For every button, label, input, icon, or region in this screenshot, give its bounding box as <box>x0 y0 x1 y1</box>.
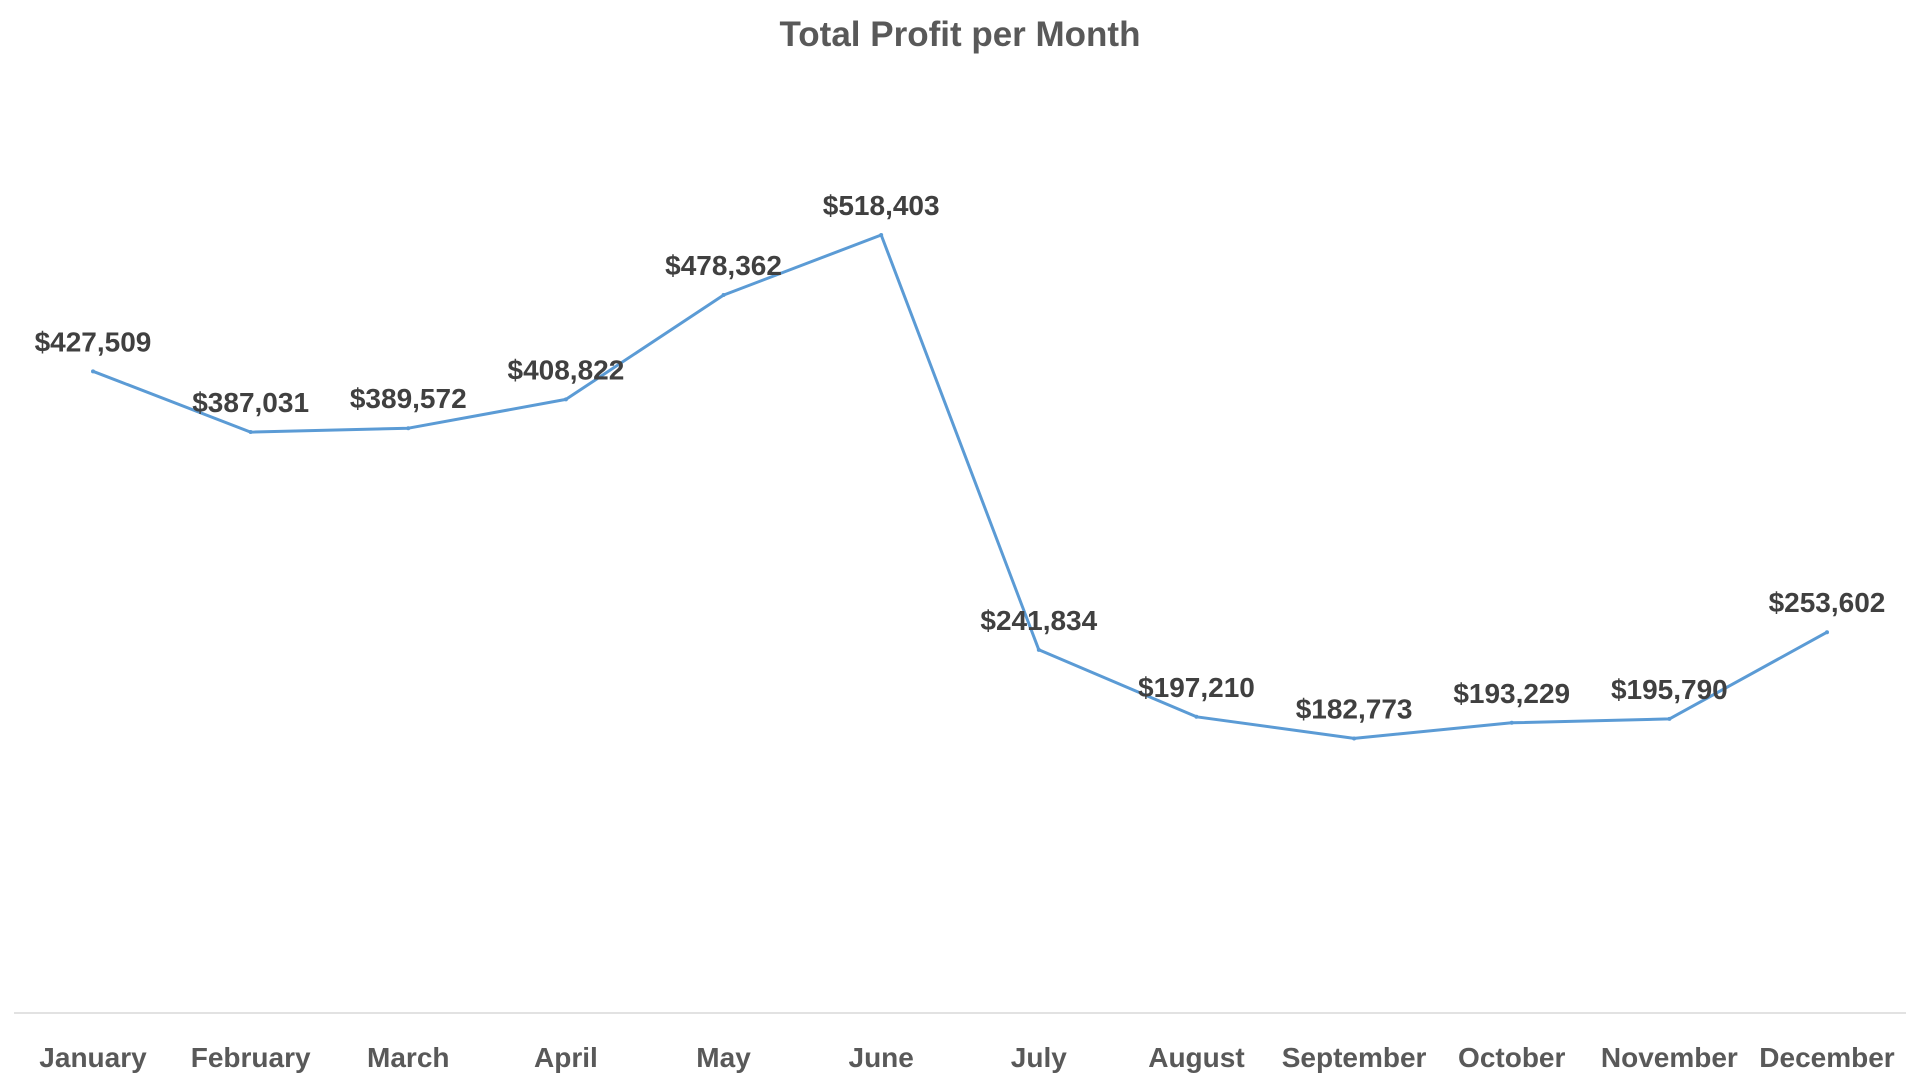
x-tick-label-september: September <box>1282 1042 1427 1073</box>
data-label-august: $197,210 <box>1138 672 1255 703</box>
data-label-june: $518,403 <box>823 190 940 221</box>
data-label-march: $389,572 <box>350 383 467 414</box>
data-label-february: $387,031 <box>192 387 309 418</box>
x-tick-label-june: June <box>849 1042 914 1073</box>
x-tick-label-may: May <box>696 1042 751 1073</box>
data-point-december <box>1825 630 1829 635</box>
x-tick-label-july: July <box>1011 1042 1067 1073</box>
chart-marks: $427,509 $387,031 $389,572 $408,822 $478,362… <box>35 190 1895 1073</box>
data-label-april: $408,822 <box>508 354 625 385</box>
x-tick-label-march: March <box>367 1042 449 1073</box>
data-point-october <box>1509 720 1514 725</box>
data-point-june <box>879 232 884 237</box>
x-tick-label-august: August <box>1148 1042 1244 1073</box>
data-label-september: $182,773 <box>1296 693 1413 724</box>
x-tick-label-february: February <box>191 1042 311 1073</box>
data-label-december: $253,602 <box>1769 587 1886 618</box>
data-label-july: $241,834 <box>980 605 1097 636</box>
data-point-july <box>1036 647 1041 652</box>
data-label-january: $427,509 <box>35 326 152 357</box>
x-tick-label-january: January <box>39 1042 147 1073</box>
data-point-march <box>406 426 411 431</box>
data-point-august <box>1194 714 1199 719</box>
data-point-may <box>721 293 726 298</box>
x-tick-label-december: December <box>1759 1042 1895 1073</box>
data-point-april <box>563 397 568 402</box>
series-line <box>92 233 1828 740</box>
data-label-october: $193,229 <box>1453 678 1570 709</box>
x-tick-label-october: October <box>1458 1042 1565 1073</box>
data-point-november <box>1667 716 1672 721</box>
x-tick-label-april: April <box>534 1042 598 1073</box>
data-label-may: $478,362 <box>665 250 782 281</box>
data-point-september <box>1352 736 1357 741</box>
x-tick-label-november: November <box>1601 1042 1738 1073</box>
data-point-january <box>91 369 95 374</box>
chart-title: Total Profit per Month <box>780 15 1141 54</box>
data-point-february <box>248 430 253 435</box>
data-label-november: $195,790 <box>1611 674 1728 705</box>
